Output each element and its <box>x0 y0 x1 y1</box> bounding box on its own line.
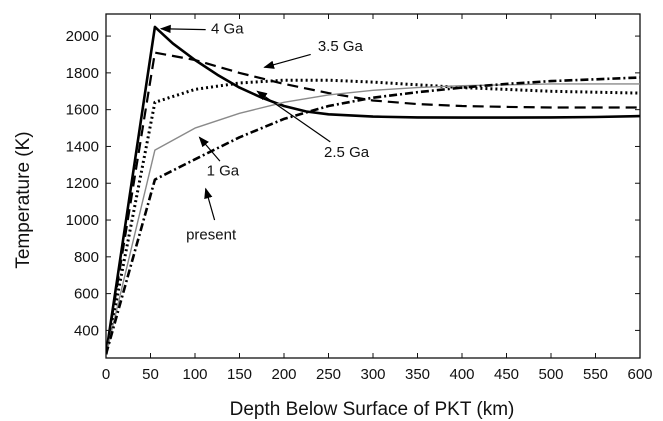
y-tick-label: 1600 <box>66 102 99 119</box>
x-tick-label: 250 <box>316 366 341 383</box>
annotation-label: 1 Ga <box>207 162 240 179</box>
y-tick-label: 1000 <box>66 212 99 229</box>
annotation-arrow <box>204 187 216 221</box>
annotation-label: 3.5 Ga <box>318 38 364 55</box>
annotation-arrow <box>256 90 331 143</box>
x-tick-label: 350 <box>405 366 430 383</box>
series-line-3-5-ga <box>106 51 640 355</box>
x-tick-label: 150 <box>227 366 252 383</box>
annotation-label: 4 Ga <box>211 21 244 38</box>
y-tick-label: 2000 <box>66 28 99 45</box>
annotation-label: present <box>186 227 237 244</box>
annotation-arrow <box>159 24 206 34</box>
x-tick-label: 100 <box>182 366 207 383</box>
x-tick-label: 500 <box>538 366 563 383</box>
series-line-present <box>106 76 640 355</box>
y-tick-label: 800 <box>74 249 99 266</box>
y-tick-label: 1400 <box>66 138 99 155</box>
series-line-2-5-ga <box>106 78 640 355</box>
x-tick-label: 600 <box>627 366 652 383</box>
y-tick-label: 1200 <box>66 175 99 192</box>
x-tick-label: 300 <box>360 366 385 383</box>
plot-frame <box>105 13 641 359</box>
annotation-arrow <box>263 53 311 69</box>
y-tick-label: 1800 <box>66 65 99 82</box>
y-tick-label: 600 <box>74 286 99 303</box>
y-tick-label: 400 <box>74 322 99 339</box>
x-tick-label: 550 <box>583 366 608 383</box>
x-tick-label: 0 <box>102 366 110 383</box>
x-tick-label: 200 <box>271 366 296 383</box>
x-tick-label: 50 <box>142 366 159 383</box>
series-line-1-ga <box>106 83 640 355</box>
x-axis-title: Depth Below Surface of PKT (km) <box>230 399 515 420</box>
y-axis-title: Temperature (K) <box>13 131 34 268</box>
x-tick-label: 400 <box>449 366 474 383</box>
annotation-arrow <box>198 136 221 162</box>
series-line-4-ga <box>106 25 640 355</box>
x-tick-label: 450 <box>494 366 519 383</box>
annotation-label: 2.5 Ga <box>324 144 370 161</box>
